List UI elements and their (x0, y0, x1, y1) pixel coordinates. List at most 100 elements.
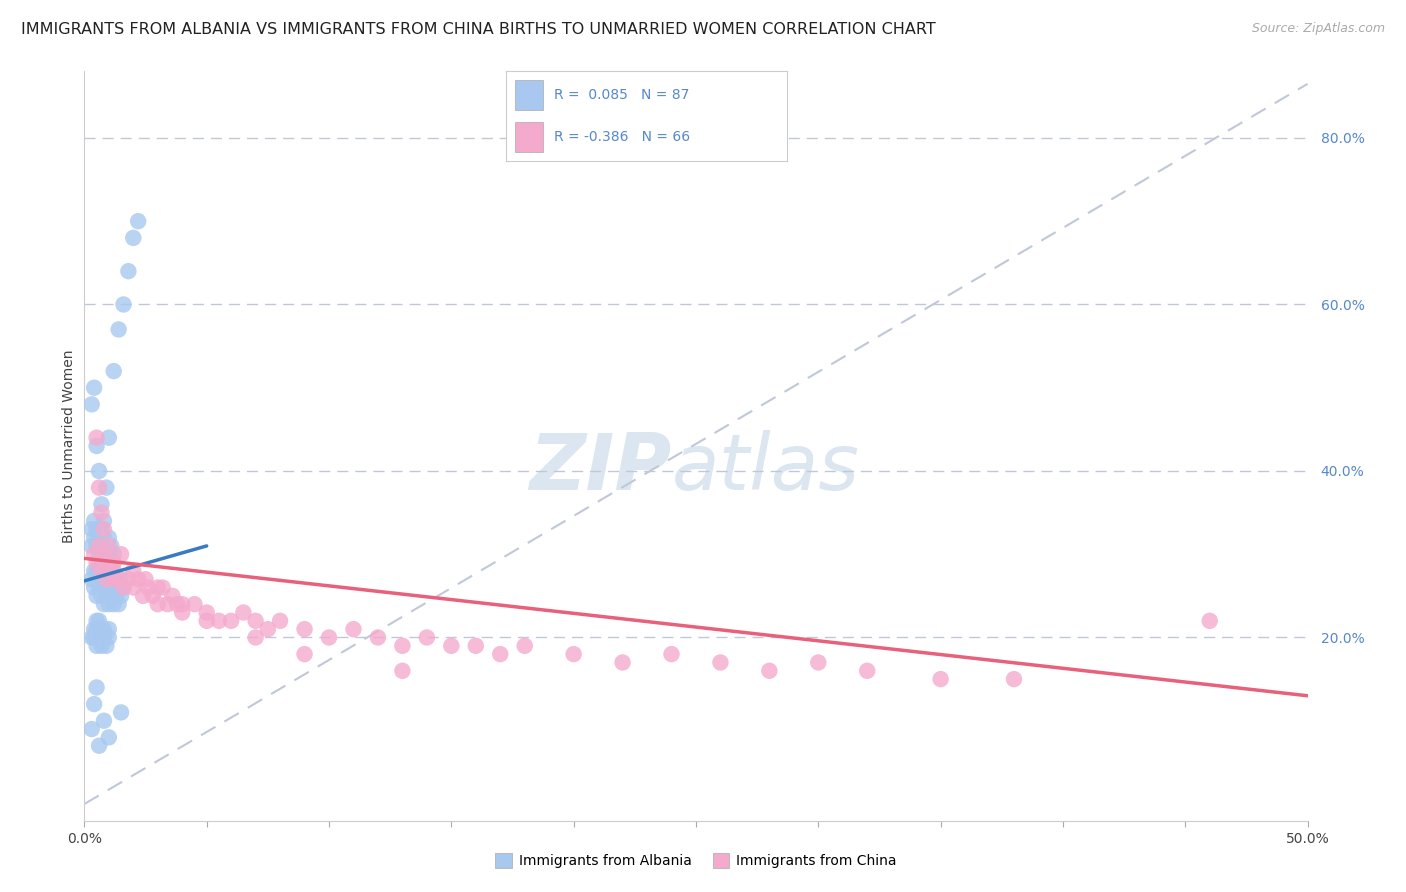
Point (97, 631, 120, 645)
Point (127, 214, 149, 228)
Point (1198, 614, 1220, 628)
FancyBboxPatch shape (515, 122, 543, 152)
Point (86, 431, 108, 445)
Point (294, 622, 316, 636)
Point (90, 572, 112, 586)
Point (1002, 672, 1025, 686)
Point (513, 639, 536, 653)
Point (122, 231, 145, 245)
Point (132, 589, 155, 603)
Point (107, 597, 129, 611)
Point (100, 556, 122, 570)
Point (136, 581, 159, 595)
Point (110, 706, 132, 720)
Point (86, 589, 108, 603)
Point (195, 614, 218, 628)
Point (142, 589, 165, 603)
Point (87, 631, 110, 645)
Point (100, 556, 122, 570)
Point (83, 381, 105, 395)
Point (80, 522, 103, 536)
Point (146, 597, 169, 611)
Point (97, 731, 120, 745)
Point (87, 547, 110, 561)
Point (112, 581, 135, 595)
Point (100, 589, 122, 603)
Point (93, 597, 115, 611)
Point (93, 531, 115, 545)
Point (80, 631, 103, 645)
Point (162, 589, 184, 603)
Point (391, 664, 413, 678)
Point (117, 572, 139, 586)
Point (97, 556, 120, 570)
Point (807, 656, 830, 670)
Point (87, 531, 110, 545)
Point (97, 581, 120, 595)
Point (83, 631, 105, 645)
Point (166, 597, 188, 611)
Point (83, 564, 105, 578)
Point (117, 264, 139, 278)
Point (86, 539, 108, 553)
Point (709, 656, 731, 670)
Point (93, 581, 115, 595)
Point (110, 589, 132, 603)
Point (86, 439, 108, 453)
Point (86, 681, 108, 695)
Point (90, 556, 112, 570)
Point (87, 481, 110, 495)
Point (86, 564, 108, 578)
Point (96, 572, 118, 586)
Point (87, 564, 110, 578)
Point (87, 614, 110, 628)
Point (172, 606, 194, 620)
Point (103, 364, 125, 378)
Point (107, 322, 129, 336)
Point (90, 589, 112, 603)
Point (103, 581, 125, 595)
Point (93, 514, 115, 528)
Point (245, 614, 267, 628)
Point (90, 506, 112, 520)
Point (464, 639, 486, 653)
Point (83, 622, 105, 636)
Point (97, 564, 120, 578)
Point (100, 539, 122, 553)
Point (661, 647, 683, 661)
Point (294, 647, 316, 661)
Point (172, 597, 194, 611)
Point (103, 572, 125, 586)
Point (97, 547, 120, 561)
Point (96, 539, 118, 553)
Point (367, 631, 389, 645)
Point (195, 606, 218, 620)
Point (90, 497, 112, 511)
Point (87, 581, 110, 595)
Point (97, 622, 120, 636)
Point (90, 639, 112, 653)
Point (103, 597, 125, 611)
Point (110, 572, 132, 586)
Point (219, 614, 242, 628)
Point (152, 581, 174, 595)
Point (96, 556, 118, 570)
Point (107, 581, 129, 595)
Point (416, 631, 439, 645)
Point (112, 581, 135, 595)
Point (100, 572, 122, 586)
Point (90, 539, 112, 553)
Point (80, 572, 103, 586)
Point (83, 581, 105, 595)
Point (391, 639, 413, 653)
Point (110, 547, 132, 561)
Text: IMMIGRANTS FROM ALBANIA VS IMMIGRANTS FROM CHINA BIRTHS TO UNMARRIED WOMEN CORRE: IMMIGRANTS FROM ALBANIA VS IMMIGRANTS FR… (21, 22, 936, 37)
Point (269, 614, 291, 628)
Point (87, 539, 110, 553)
Point (90, 622, 112, 636)
Point (96, 639, 118, 653)
Point (83, 514, 105, 528)
Point (96, 589, 118, 603)
Point (135, 572, 157, 586)
Point (146, 581, 169, 595)
